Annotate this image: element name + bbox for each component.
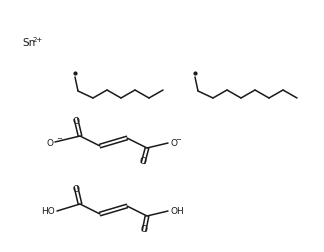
Text: O: O [140,157,146,166]
Text: O: O [46,138,53,147]
Text: O: O [73,117,79,126]
Text: 2+: 2+ [33,37,43,43]
Text: −: − [176,137,181,142]
Text: Sn: Sn [22,38,35,48]
Text: O: O [73,185,79,194]
Text: −: − [56,136,63,141]
Text: O: O [141,225,147,234]
Text: OH: OH [170,207,184,216]
Text: HO: HO [41,207,55,216]
Text: O: O [170,139,177,148]
